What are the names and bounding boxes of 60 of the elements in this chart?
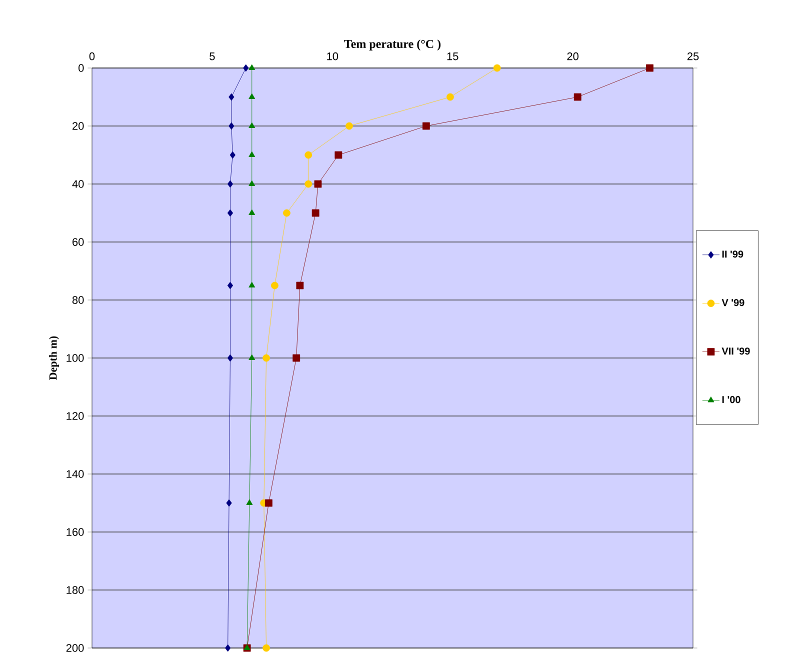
x-tick-label: 10: [327, 52, 338, 60]
point: [265, 499, 272, 507]
point: [262, 644, 270, 652]
point: [248, 282, 256, 288]
point: [334, 151, 342, 159]
point: [248, 93, 256, 99]
y-tick-label: 200: [66, 644, 84, 652]
y-tick-label: 180: [66, 586, 84, 594]
point: [271, 282, 278, 290]
y-tick-label: 140: [66, 470, 84, 478]
y-tick-label: 40: [72, 180, 84, 188]
point: [228, 122, 234, 130]
point: [248, 180, 256, 186]
point: [248, 64, 256, 70]
legend-label: I '00: [722, 396, 740, 404]
legend-label: VII '99: [722, 348, 750, 355]
x-tick-label: 25: [687, 52, 699, 60]
y-tick-label: 20: [72, 122, 84, 130]
y-tick-label: 160: [66, 528, 84, 536]
point: [304, 180, 312, 188]
y-tick-label: 0: [78, 64, 84, 72]
point: [248, 122, 256, 128]
point: [292, 354, 300, 362]
x-tick-label: 20: [567, 52, 578, 60]
point: [422, 122, 430, 130]
x-tick-label: 5: [210, 52, 215, 60]
legend-label: II '99: [722, 250, 744, 258]
point: [248, 209, 256, 215]
point: [227, 282, 234, 290]
point: [493, 64, 501, 72]
point: [314, 180, 322, 188]
point: [248, 354, 256, 360]
y-axis-title: Depth m): [49, 336, 59, 380]
y-tick-label: 60: [72, 238, 84, 246]
point: [283, 209, 290, 217]
y-tick-label: 100: [66, 354, 84, 362]
point: [246, 499, 253, 505]
point: [230, 151, 236, 159]
point: [227, 180, 234, 188]
point: [248, 151, 256, 157]
point: [312, 209, 320, 217]
point: [346, 122, 353, 130]
point: [227, 354, 234, 362]
point: [304, 151, 312, 159]
x-tick-label: 0: [89, 52, 95, 60]
point: [262, 354, 270, 362]
y-tick-label: 120: [66, 412, 84, 420]
point: [225, 644, 231, 652]
point: [227, 209, 234, 217]
point: [446, 93, 454, 101]
point: [226, 499, 232, 507]
x-axis-title: Tem perature (°C ): [344, 40, 441, 50]
point: [574, 93, 582, 101]
point: [243, 64, 249, 72]
point: [296, 282, 304, 290]
point: [646, 64, 654, 72]
legend-label: V '99: [722, 299, 744, 306]
x-tick-label: 15: [447, 52, 458, 60]
y-tick-label: 80: [72, 296, 84, 304]
point: [228, 93, 234, 101]
